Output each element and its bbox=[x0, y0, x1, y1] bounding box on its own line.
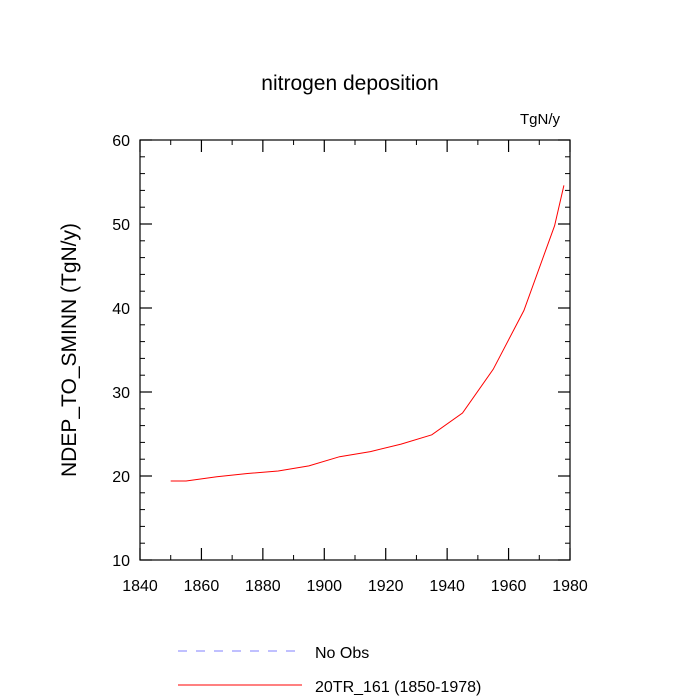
plot-frame bbox=[139, 139, 571, 561]
chart-title: nitrogen deposition bbox=[261, 72, 438, 95]
series-line-1 bbox=[170, 185, 565, 482]
legend: No Obs 20TR_161 (1850-1978) bbox=[178, 645, 481, 696]
units-label: TgN/y bbox=[520, 111, 561, 128]
x-tick-label: 1840 bbox=[122, 578, 158, 595]
y-tick-label: 20 bbox=[112, 469, 130, 486]
x-tick-label: 1860 bbox=[184, 578, 220, 595]
x-tick-label: 1960 bbox=[491, 578, 527, 595]
x-tick-label: 1900 bbox=[306, 578, 342, 595]
y-tick-label: 60 bbox=[112, 133, 130, 150]
legend-label-1: 20TR_161 (1850-1978) bbox=[315, 679, 481, 696]
y-tick-label: 10 bbox=[112, 553, 130, 570]
plot-series bbox=[170, 185, 565, 482]
axes: 1840 1860 1880 1900 1920 1940 1960 1980 10 20 30 40… bbox=[112, 133, 588, 595]
y-axis-label: NDEP_TO_SMINN (TgN/y) bbox=[58, 223, 81, 477]
y-tick-label: 30 bbox=[112, 385, 130, 402]
x-tick-label: 1980 bbox=[552, 578, 588, 595]
x-tick-label: 1920 bbox=[368, 578, 404, 595]
y-tick-label: 50 bbox=[112, 217, 130, 234]
x-tick-label: 1940 bbox=[429, 578, 465, 595]
y-tick-label: 40 bbox=[112, 301, 130, 318]
x-tick-label: 1880 bbox=[245, 578, 281, 595]
legend-label-0: No Obs bbox=[315, 645, 369, 662]
